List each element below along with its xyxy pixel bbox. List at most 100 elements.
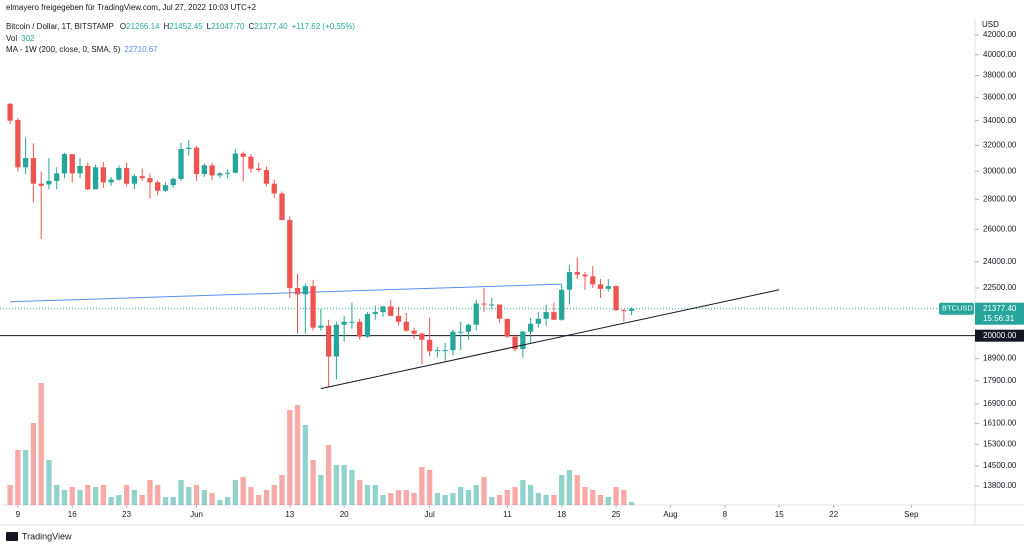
candle-body (520, 331, 526, 350)
volume-bar (7, 485, 13, 505)
volume-bar (357, 480, 363, 505)
y-tick-label: 28000.00 (983, 194, 1017, 203)
volume-bar (22, 450, 29, 505)
volume-bar (489, 497, 495, 505)
volume-bar (605, 497, 611, 505)
candle-body (450, 331, 456, 351)
volume-bar (574, 475, 580, 505)
candle-body (7, 103, 13, 121)
ohlc-key: O (120, 22, 126, 31)
y-tick-label: 24000.00 (983, 257, 1017, 266)
y-tick-label: 26000.00 (983, 224, 1017, 233)
volume-bar (403, 490, 409, 505)
symbol-label-box (939, 302, 974, 315)
volume-bar (209, 493, 215, 505)
ma-title: MA - 1W (200, close, 0, SMA, 5) (6, 45, 121, 54)
candle-body (92, 167, 99, 190)
volume-bar (333, 465, 340, 505)
volume-bar (232, 480, 239, 505)
candle-body (590, 276, 596, 285)
volume-bar (527, 485, 534, 505)
candle-body (481, 303, 487, 305)
candle-body (240, 153, 246, 157)
volume-bar (388, 493, 394, 505)
volume-bar (442, 495, 448, 505)
trend-line (320, 289, 780, 390)
candle-body (131, 176, 138, 184)
volume-bar (54, 485, 60, 505)
candle-body (116, 168, 122, 180)
candle-body (628, 308, 635, 311)
y-tick-label: 30000.00 (983, 166, 1017, 175)
candle-body (248, 156, 254, 169)
volume-bar (458, 487, 464, 505)
volume-bar (147, 480, 153, 505)
price-label: 21377.40 (983, 304, 1017, 313)
volume-bar (481, 477, 487, 505)
volume-bar (535, 493, 542, 505)
x-tick-label: Jul (425, 510, 435, 519)
candle-body (395, 315, 402, 322)
x-tick-label: Jun (190, 510, 203, 519)
volume-bar (473, 485, 479, 505)
volume-bar (240, 477, 246, 505)
candle-body (46, 180, 52, 185)
x-tick-label: 8 (723, 510, 728, 519)
candle-body (458, 331, 464, 333)
volume-bar (621, 490, 627, 505)
candle-body (372, 312, 378, 314)
candle-body (442, 350, 448, 352)
volume-bar (92, 487, 99, 505)
volume-bar (520, 480, 526, 505)
candle-body (287, 220, 293, 288)
candle-body (30, 158, 37, 184)
volume-bar (100, 485, 106, 505)
volume-bar (263, 490, 270, 505)
volume-bar (559, 475, 565, 505)
volume-bar (349, 470, 355, 505)
volume-legend: Vol 302 (6, 34, 35, 43)
candle-body (15, 119, 21, 168)
candle-body (318, 325, 324, 328)
candle-body (341, 321, 347, 325)
volume-bar (77, 490, 83, 505)
candle-body (139, 176, 145, 179)
x-tick-label: 20 (340, 510, 349, 519)
candle-body (333, 324, 340, 357)
ma-legend: MA - 1W (200, close, 0, SMA, 5) 22710.67 (6, 45, 158, 54)
volume-bar (248, 487, 254, 505)
volume-bar (271, 485, 277, 505)
x-tick-label: 9 (16, 510, 21, 519)
candle-body (217, 173, 223, 176)
candle-body (504, 318, 510, 337)
volume-bar (224, 497, 231, 505)
volume-bar (372, 485, 378, 505)
candle-body (512, 336, 518, 350)
candle-body (271, 183, 277, 194)
y-tick-label: 32000.00 (983, 140, 1017, 149)
candle-body (582, 274, 588, 277)
y-tick-label: 14500.00 (983, 461, 1017, 470)
ma-value: 22710.67 (124, 45, 158, 54)
price-label-box (975, 302, 1024, 325)
candle-body (54, 173, 60, 181)
attribution: elmayero freigegeben für TradingView.com… (6, 3, 257, 12)
x-tick-label: 16 (68, 510, 77, 519)
candle-body (551, 312, 557, 320)
candle-body (527, 323, 534, 332)
candle-body (85, 165, 91, 190)
candle-body (178, 149, 184, 179)
ohlc-key: C (248, 22, 254, 31)
y-tick-label: 36000.00 (983, 93, 1017, 102)
candle-body (473, 303, 479, 325)
candle-body (100, 167, 106, 183)
candle-body (69, 154, 75, 174)
volume-bar (139, 495, 145, 505)
candle-body (209, 165, 215, 176)
volume-bar (434, 493, 441, 505)
currency: USD (982, 20, 999, 29)
candle-body (170, 178, 176, 186)
change: +117.62 (+0.55%) (292, 22, 356, 31)
candle-body (426, 339, 433, 352)
volume-bar (85, 485, 91, 505)
